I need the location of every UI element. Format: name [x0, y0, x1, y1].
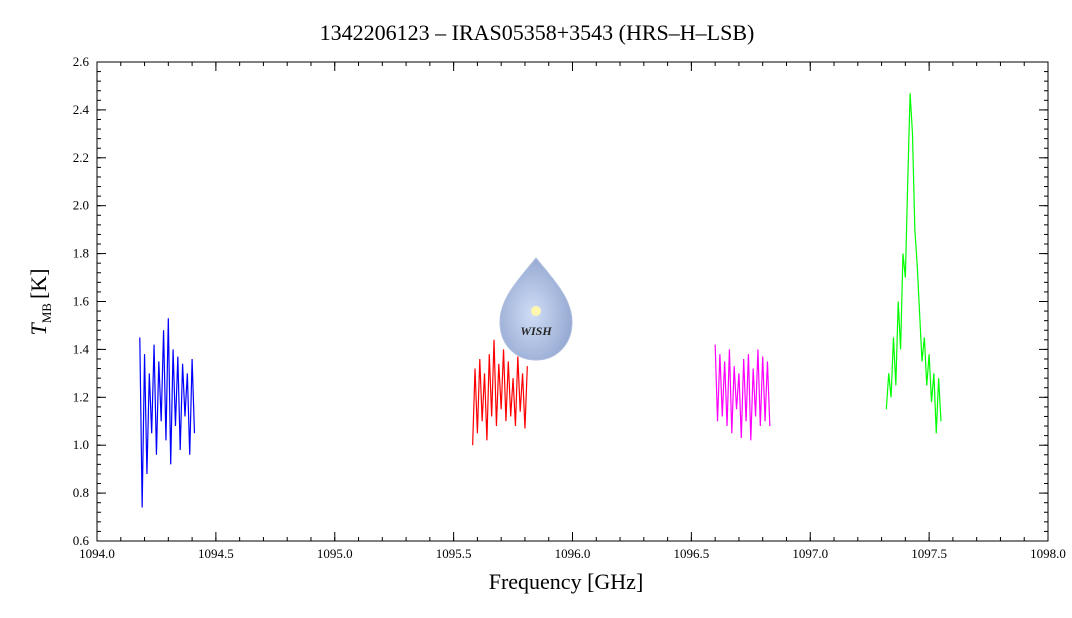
y-label-symbol: T	[26, 322, 51, 336]
chart-title: 1342206123 – IRAS05358+3543 (HRS–H–LSB)	[320, 20, 755, 45]
x-axis-label: Frequency [GHz]	[489, 569, 644, 594]
y-tick-label: 2.2	[73, 150, 89, 165]
logo-text: WISH	[520, 324, 552, 338]
y-label-subscript: MB	[39, 303, 54, 324]
spectrum-line	[139, 318, 196, 508]
logo: WISH	[499, 257, 573, 361]
x-tick-label: 1094.5	[198, 546, 234, 561]
y-label-unit: [K]	[26, 268, 51, 299]
y-tick-label: 2.6	[73, 54, 90, 69]
plot-frame	[96, 61, 1049, 542]
y-tick-label: 2.4	[73, 102, 90, 117]
x-tick-label: 1098.0	[1030, 546, 1066, 561]
spectrum-line	[472, 339, 528, 446]
y-tick-label: 0.6	[73, 533, 90, 548]
x-tick-label: 1095.5	[436, 546, 472, 561]
x-tick-label: 1097.5	[911, 546, 947, 561]
spectrum-line	[714, 344, 771, 441]
y-tick-label: 2.0	[73, 198, 89, 213]
x-tick-label: 1094.0	[79, 546, 115, 561]
y-tick-label: 1.6	[73, 294, 90, 309]
y-tick-label: 1.0	[73, 437, 89, 452]
spectrum-line	[885, 93, 942, 434]
y-tick-label: 0.8	[73, 485, 89, 500]
y-axis-label: TMB [K]	[26, 268, 54, 335]
x-tick-label: 1097.0	[792, 546, 828, 561]
x-tick-label: 1095.0	[317, 546, 353, 561]
y-tick-label: 1.8	[73, 246, 89, 261]
x-tick-label: 1096.0	[555, 546, 591, 561]
y-tick-label: 1.2	[73, 389, 89, 404]
x-tick-label: 1096.5	[674, 546, 710, 561]
y-tick-label: 1.4	[73, 341, 90, 356]
